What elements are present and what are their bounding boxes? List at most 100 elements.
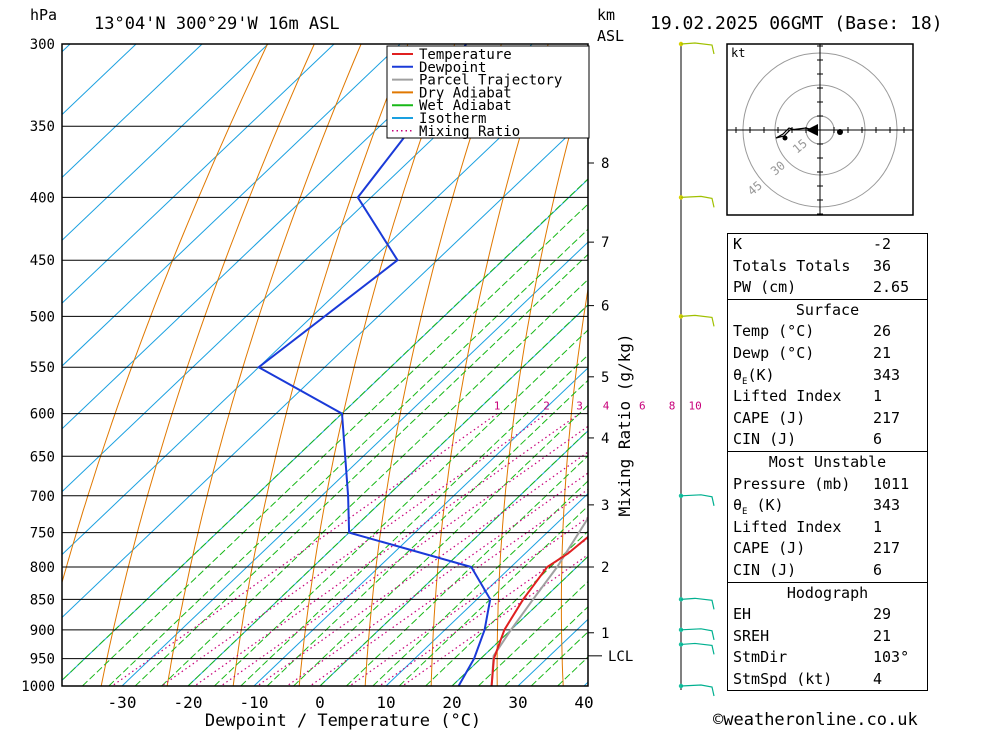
surface-temp-value: 26 [873, 322, 892, 341]
pw-label: PW (cm) [733, 278, 797, 297]
hodograph-arrow [806, 124, 818, 136]
wind-barb [680, 42, 715, 55]
sreh-value: 21 [873, 626, 892, 645]
mixing-ratio-label: 8 [669, 400, 676, 413]
wet-adiabat-line [478, 580, 588, 686]
mixing-ratio-axis-label: Mixing Ratio (g/kg) [615, 333, 634, 516]
isotherm-line [62, 44, 269, 241]
pressure-tick-label: 350 [30, 119, 55, 135]
mixing-ratio-label: 10 [688, 400, 701, 413]
mixing-ratio-label: 1 [494, 400, 501, 413]
temperature-tick-label: 40 [574, 693, 593, 712]
km-tick-label: 8 [601, 156, 609, 172]
wet-adiabat-line [425, 530, 588, 686]
isotherm-line [62, 44, 203, 179]
wet-adiabat-line [398, 505, 588, 686]
pressure-unit-label: hPa [30, 6, 57, 24]
temperature-tick-label: -30 [108, 693, 137, 712]
wind-barb [680, 684, 715, 697]
mixing-ratio-line [161, 413, 547, 686]
temperature-tick-label: 0 [315, 693, 325, 712]
k-label: K [733, 235, 743, 253]
isotherm-line [62, 44, 401, 367]
wind-profile [678, 41, 715, 697]
wind-barb [680, 494, 715, 506]
tt-row: Totals Totals 36 [728, 256, 927, 278]
pressure-tick-label: 900 [30, 623, 55, 639]
legend-label: Mixing Ratio [419, 124, 520, 140]
wet-adiabat-line [504, 606, 588, 686]
profiles [256, 44, 588, 686]
mu-li-label: Lifted Index [733, 517, 842, 536]
hodograph-params-title: Hodograph [786, 583, 869, 602]
legend-box [386, 45, 590, 139]
dewpoint-line [256, 44, 492, 686]
index-table: K -2 Totals Totals 36 PW (cm) 2.65 Surface … [727, 233, 928, 692]
legend-label: Temperature [419, 47, 512, 63]
km-tick-label: 7 [601, 235, 609, 251]
k-row: K -2 [728, 234, 927, 256]
isotherm-line [121, 241, 588, 686]
km-tick-label: 5 [601, 370, 609, 386]
legend-label: Wet Adiabat [419, 98, 512, 114]
surface-dewp-label: Dewp (°C) [733, 343, 815, 362]
hodograph-trace [775, 127, 814, 139]
legend-label: Isotherm [419, 111, 486, 127]
k-value: -2 [873, 235, 892, 253]
surface-cape-value: 217 [873, 408, 901, 427]
surface-dewp-value: 21 [873, 343, 892, 362]
km-tick-label: 1 [601, 626, 609, 642]
mu-theta-value: 343 [873, 496, 901, 515]
isotherm-line [0, 44, 4, 686]
wind-barb [680, 628, 715, 640]
most-unstable-title: Most Unstable [768, 452, 887, 471]
location-title: 13°04'N 300°29'W 16m ASL [94, 14, 340, 34]
pressure-tick-label: 1000 [21, 679, 55, 695]
mu-cape-label: CAPE (J) [733, 539, 806, 558]
mixing-ratio-line [256, 451, 588, 686]
mixing-ratio-lines [111, 413, 588, 686]
temperature-tick-label: 10 [376, 693, 395, 712]
surface-section: Surface Temp (°C) 26 Dewp (°C) 21 θE(K) 343… [728, 298, 927, 451]
pressure-tick-label: 300 [30, 37, 55, 53]
mixing-ratio-label: 4 [603, 400, 610, 413]
pressure-tick-label: 800 [30, 560, 55, 576]
mixing-ratio-label: 2 [543, 400, 550, 413]
stmspd-value: 4 [873, 669, 883, 688]
legend-label: Dewpoint [419, 60, 486, 76]
parcel-trajectory-line [490, 516, 588, 686]
dry-adiabat-line [100, 44, 315, 686]
wet-adiabat-line [134, 253, 588, 686]
dry-adiabat-line [496, 66, 588, 686]
mixing-ratio-label: 3 [576, 400, 583, 413]
pressure-tick-label: 550 [30, 360, 55, 376]
pressure-tick-label: 450 [30, 253, 55, 269]
site-link[interactable]: weatheronline.co.uk [723, 710, 918, 730]
mixing-ratio-label: 6 [639, 400, 646, 413]
footer-credit[interactable]: ©weatheronline.co.uk [713, 710, 918, 730]
pressure-tick-label: 750 [30, 526, 55, 542]
pressure-tick-label: 850 [30, 592, 55, 608]
eh-value: 29 [873, 605, 892, 624]
surface-theta-label: θE(K) [733, 365, 775, 387]
pw-value: 2.65 [873, 278, 910, 297]
hodograph-storm-point [837, 129, 843, 135]
mu-cin-label: CIN (J) [733, 560, 797, 579]
surface-theta-value: 343 [873, 365, 901, 384]
x-axis-label: Dewpoint / Temperature (°C) [205, 711, 481, 731]
isotherm-line [62, 44, 137, 116]
dry-adiabat-line [364, 44, 502, 686]
dry-adiabat-line [960, 44, 1000, 686]
legend-label: Dry Adiabat [419, 85, 512, 101]
isobar-lines [62, 44, 588, 686]
dry-adiabat-line [232, 44, 409, 686]
mu-li-value: 1 [873, 517, 883, 536]
isotherm-line [253, 367, 588, 686]
mixing-ratio-line [309, 488, 588, 686]
surface-title: Surface [795, 300, 860, 319]
pressure-tick-labels: 300 350 400 450 500 550 600 650 700 750 800 850 900 9… [21, 37, 55, 695]
pressure-tick-label: 700 [30, 489, 55, 505]
legend-label: Parcel Trajectory [419, 73, 562, 89]
